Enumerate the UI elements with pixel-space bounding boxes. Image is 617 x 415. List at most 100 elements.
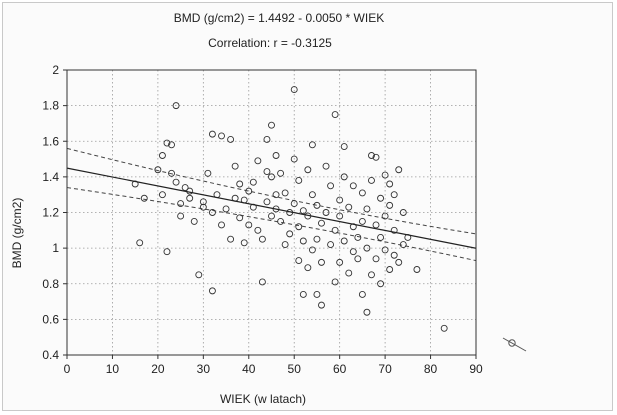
data-point (177, 212, 185, 220)
data-point (331, 278, 339, 286)
data-point (345, 269, 353, 277)
data-point (277, 169, 285, 177)
data-point (399, 209, 407, 216)
data-point (399, 241, 407, 249)
confidence-lower (66, 187, 477, 262)
data-point (199, 198, 207, 206)
y-tick-label: 1.4 (42, 170, 59, 184)
data-point (372, 255, 380, 263)
data-point (381, 212, 389, 220)
data-point (168, 141, 175, 149)
data-point (268, 212, 275, 220)
data-point (358, 217, 366, 225)
data-point (358, 290, 366, 298)
data-point (295, 257, 303, 265)
data-point (154, 166, 162, 174)
data-point (372, 221, 380, 229)
data-point (208, 209, 216, 216)
data-point (395, 166, 403, 174)
data-point (158, 191, 166, 199)
data-point (163, 248, 171, 256)
data-point (263, 198, 271, 206)
y-tick-label: 1 (52, 241, 59, 255)
y-tick-label: 0.8 (42, 277, 59, 291)
data-point (240, 239, 248, 247)
y-tick-label: 1.2 (42, 206, 59, 220)
data-point (136, 239, 144, 247)
data-point (331, 226, 339, 234)
confidence-band (66, 147, 477, 262)
data-point (308, 246, 316, 254)
data-point (290, 200, 298, 208)
x-tick-label: 20 (151, 362, 165, 376)
data-point (372, 153, 380, 161)
data-point (386, 201, 394, 209)
data-point (277, 217, 285, 225)
data-point (354, 233, 362, 241)
grid-lines (67, 70, 476, 355)
data-point (158, 152, 166, 159)
data-point (390, 251, 398, 259)
data-point (318, 219, 325, 227)
data-point (386, 266, 394, 273)
data-point (354, 255, 362, 263)
data-point (377, 194, 385, 202)
data-point (313, 235, 321, 243)
data-point (290, 86, 298, 94)
data-point (340, 143, 348, 151)
data-point (254, 157, 262, 165)
data-point (186, 194, 194, 202)
data-point (268, 121, 275, 129)
x-axis-ticks: 0 10 20 30 40 50 60 70 80 90 (64, 355, 483, 376)
data-point (390, 191, 398, 199)
data-point (268, 173, 275, 181)
data-point (390, 226, 398, 234)
y-tick-label: 0.6 (42, 312, 59, 326)
data-point (368, 271, 375, 279)
x-axis-label: WIEK (w latach) (220, 392, 306, 406)
x-tick-label: 60 (333, 362, 347, 376)
data-point (331, 111, 339, 118)
data-point (377, 233, 385, 241)
data-point (204, 169, 212, 177)
data-point (172, 102, 180, 110)
data-point (236, 214, 244, 222)
x-tick-label: 90 (469, 362, 483, 376)
data-point (381, 246, 389, 254)
data-point (195, 271, 203, 279)
data-point (308, 141, 316, 149)
data-point (295, 176, 303, 184)
x-tick-label: 50 (288, 362, 302, 376)
data-point (140, 194, 148, 202)
data-point (381, 171, 389, 179)
y-tick-label: 1.6 (42, 134, 59, 148)
data-point (245, 221, 253, 229)
data-point (386, 180, 394, 188)
stray-mark (502, 337, 527, 352)
data-point (222, 205, 230, 213)
data-point (272, 152, 280, 159)
regression-line (66, 167, 477, 249)
chart-subtitle: Correlation: r = -0.3125 (208, 36, 332, 50)
y-axis-label: BMD (g/cm2) (10, 198, 24, 269)
data-point (227, 136, 235, 143)
data-point (272, 191, 280, 199)
data-point (363, 205, 371, 213)
y-tick-label: 0.4 (42, 348, 59, 362)
data-point (340, 237, 348, 245)
data-point (199, 203, 207, 211)
data-point (254, 226, 262, 234)
data-point (286, 230, 294, 238)
data-point (349, 248, 357, 256)
x-tick-label: 0 (64, 362, 71, 376)
x-tick-label: 10 (106, 362, 120, 376)
data-point (190, 217, 198, 225)
data-point (299, 237, 307, 245)
data-point (327, 241, 335, 249)
data-point (322, 209, 330, 216)
data-point (327, 182, 335, 190)
data-point (368, 176, 375, 184)
y-axis-ticks: 0.4 0.6 0.8 1 1.2 1.4 1.6 1.8 2 (42, 63, 67, 362)
data-point (368, 152, 375, 159)
